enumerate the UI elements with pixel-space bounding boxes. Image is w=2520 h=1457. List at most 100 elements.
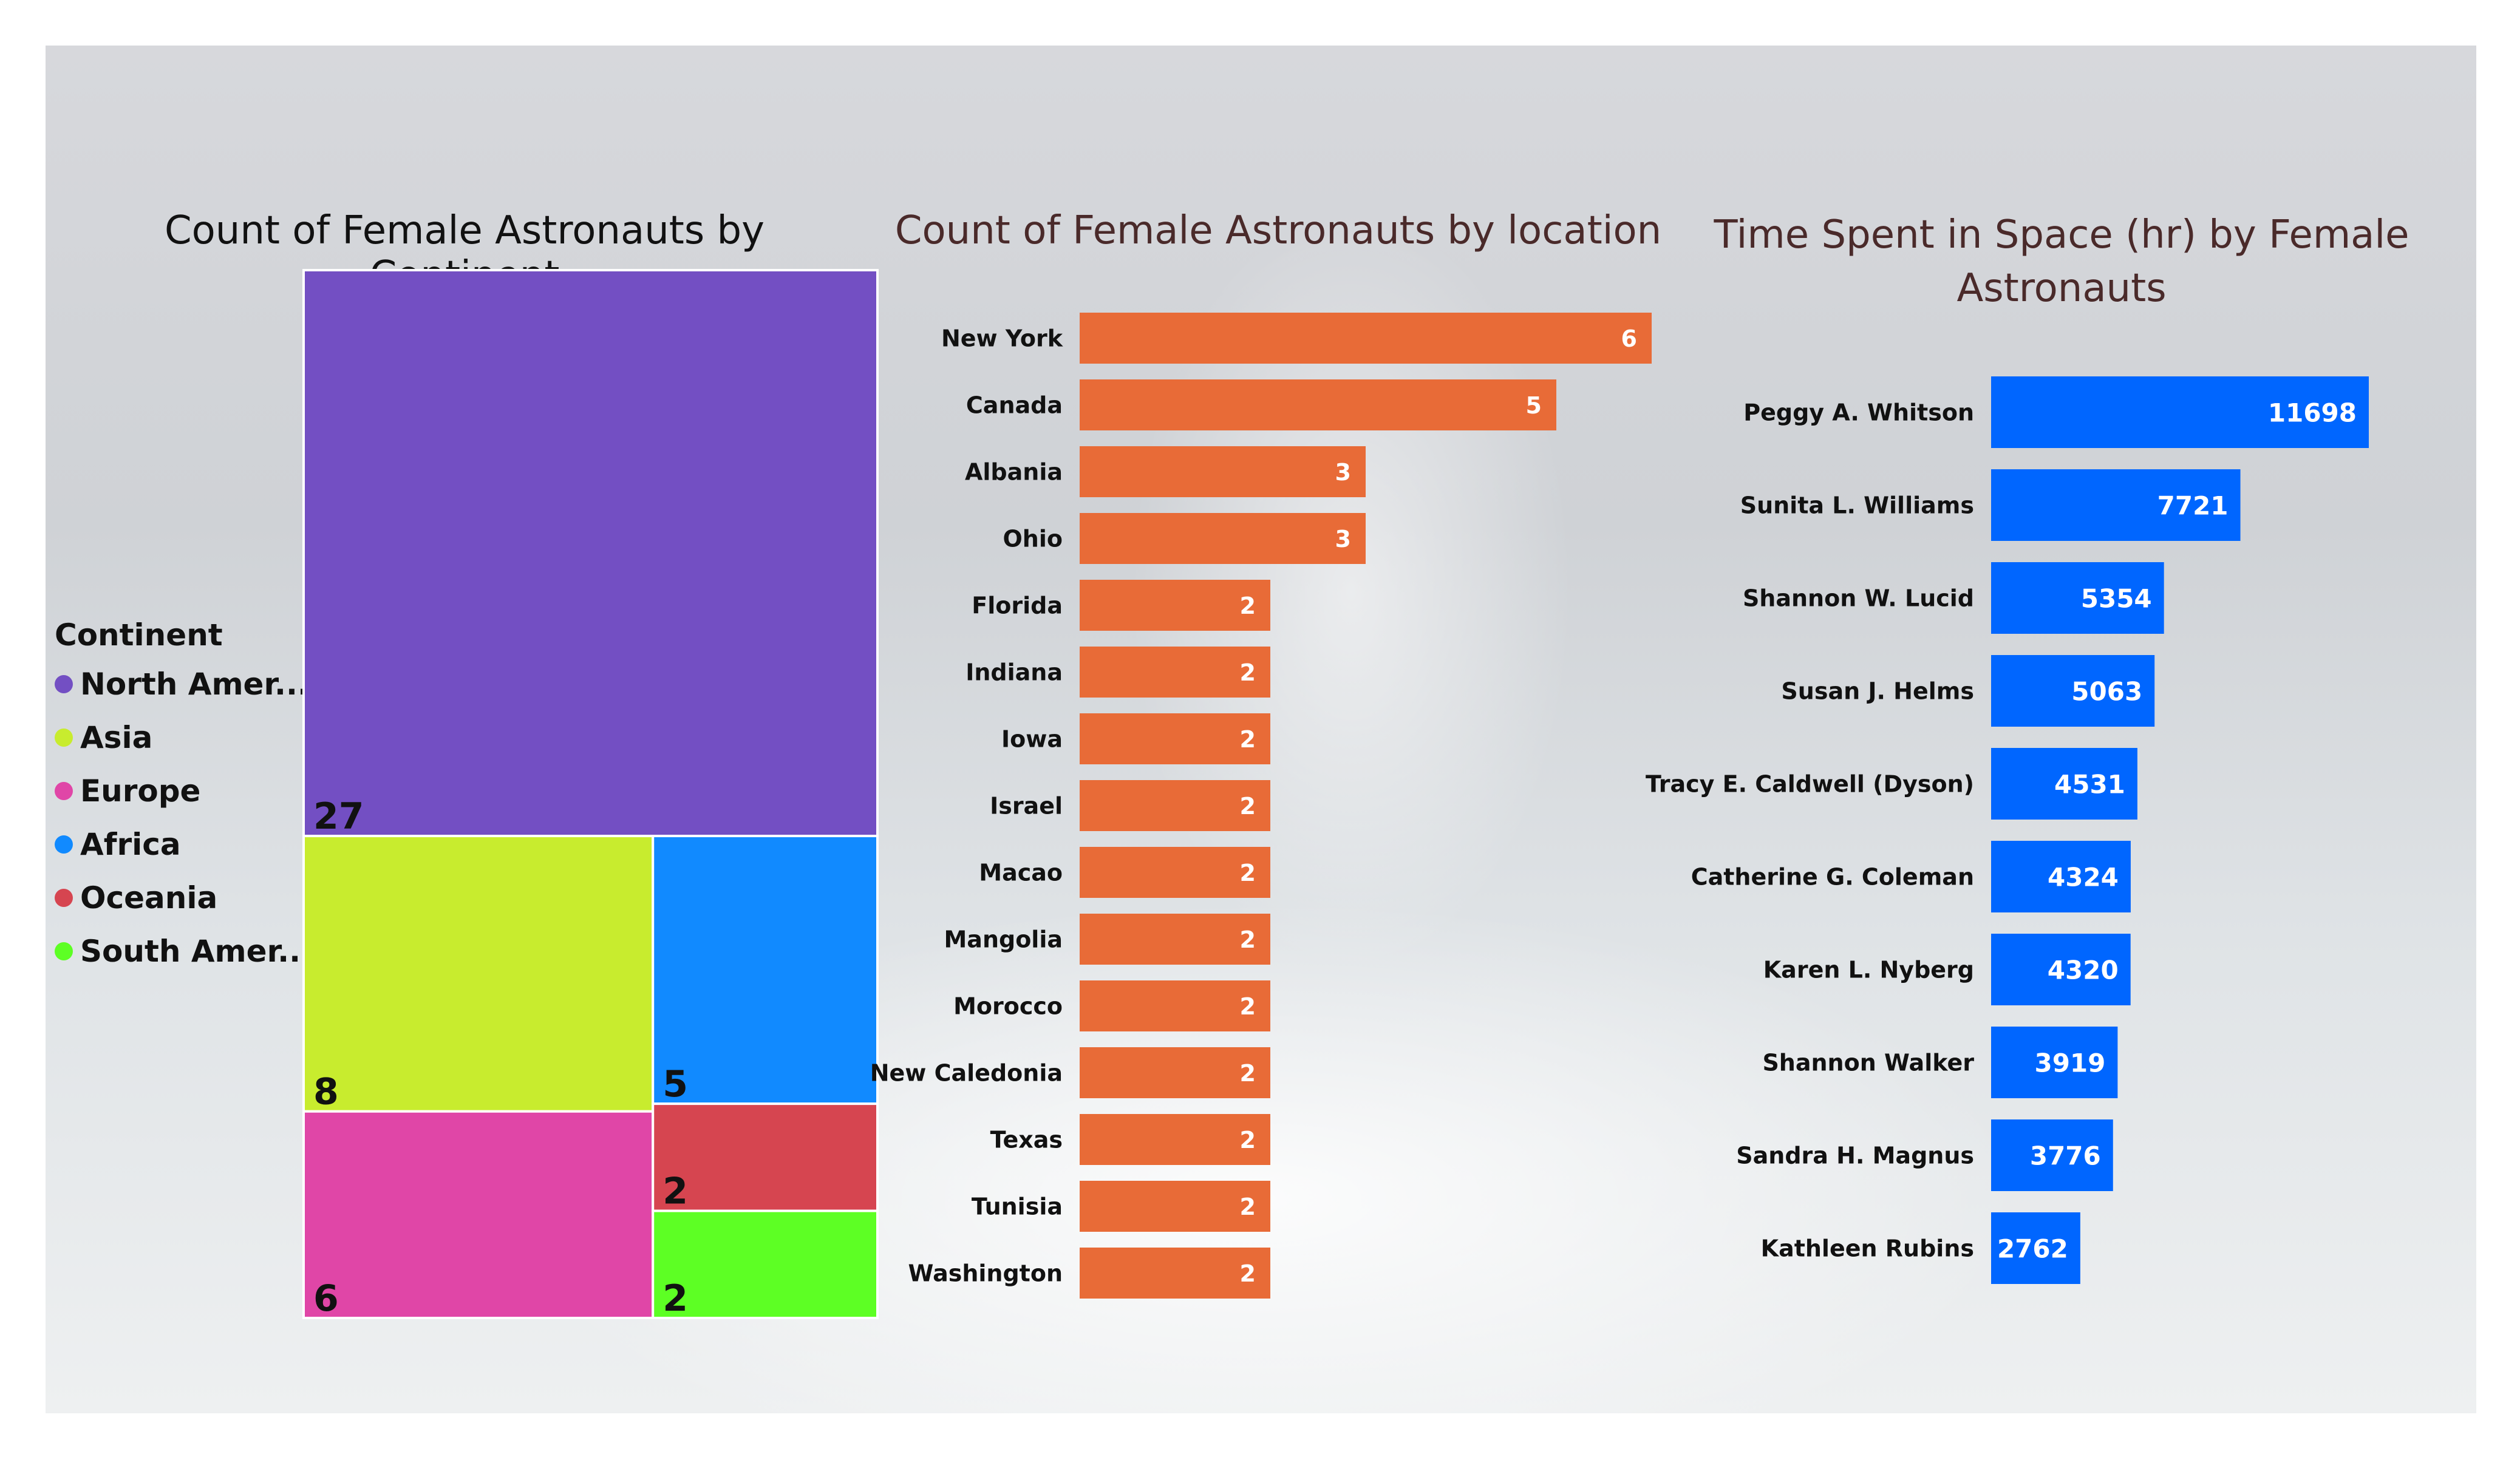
location-value-label: 5 bbox=[1526, 392, 1542, 419]
time-bar-catherine-g-coleman[interactable]: Catherine G. Coleman 4324 bbox=[1691, 841, 2131, 912]
treemap-tile-north-amer[interactable]: 27 bbox=[302, 269, 879, 838]
location-category-label: Macao bbox=[979, 860, 1063, 886]
location-category-label: Tunisia bbox=[972, 1194, 1063, 1220]
time-category-label: Kathleen Rubins bbox=[1761, 1235, 1974, 1262]
legend-label: North Amer... bbox=[80, 667, 309, 702]
location-category-label: Texas bbox=[990, 1127, 1063, 1153]
legend-label: South Amer... bbox=[80, 934, 313, 969]
location-chart-title: Count of Female Astronauts by location bbox=[894, 208, 1662, 253]
treemap-tile-asia[interactable]: 8 bbox=[302, 835, 655, 1113]
treemap-value-label: 27 bbox=[313, 795, 364, 838]
time-bar-karen-l-nyberg[interactable]: Karen L. Nyberg 4320 bbox=[1763, 934, 2131, 1005]
legend-item-oceania[interactable]: Oceania bbox=[55, 880, 217, 916]
location-value-label: 2 bbox=[1240, 793, 1256, 820]
location-bar-albania[interactable]: Albania 3 bbox=[965, 446, 1366, 497]
legend-item-asia[interactable]: Asia bbox=[55, 719, 152, 756]
time-value-label: 4324 bbox=[2048, 863, 2119, 892]
location-category-label: Mangolia bbox=[944, 926, 1063, 953]
location-bar-new-caledonia[interactable]: New Caledonia 2 bbox=[870, 1047, 1270, 1098]
continent-legend-title: Continent bbox=[55, 617, 223, 653]
legend-label: Oceania bbox=[80, 880, 218, 915]
treemap-tile-europe[interactable]: 6 bbox=[302, 1110, 655, 1320]
treemap-value-label: 6 bbox=[313, 1277, 339, 1320]
time-category-label: Susan J. Helms bbox=[1781, 678, 1974, 705]
time-category-label: Shannon W. Lucid bbox=[1743, 585, 1974, 612]
time-category-label: Karen L. Nyberg bbox=[1763, 957, 1974, 983]
legend-dot bbox=[55, 889, 73, 907]
time-category-label: Peggy A. Whitson bbox=[1743, 399, 1974, 426]
time-bar-sunita-l-williams[interactable]: Sunita L. Williams 7721 bbox=[1740, 469, 2241, 541]
location-value-label: 2 bbox=[1240, 1194, 1256, 1220]
location-bar-tunisia[interactable]: Tunisia 2 bbox=[972, 1181, 1270, 1232]
location-value-label: 6 bbox=[1621, 325, 1637, 352]
time-bar-susan-j-helms[interactable]: Susan J. Helms 5063 bbox=[1781, 655, 2155, 727]
location-bar-washington[interactable]: Washington 2 bbox=[908, 1248, 1270, 1299]
location-value-label: 2 bbox=[1240, 993, 1256, 1020]
legend-item-europe[interactable]: Europe bbox=[55, 773, 200, 809]
location-bar-indiana[interactable]: Indiana 2 bbox=[965, 647, 1270, 698]
time-bar-sandra-h-magnus[interactable]: Sandra H. Magnus 3776 bbox=[1736, 1119, 2113, 1191]
legend-label: Europe bbox=[80, 773, 201, 809]
location-bar-ohio[interactable]: Ohio 3 bbox=[1003, 513, 1366, 564]
location-value-label: 2 bbox=[1240, 1127, 1256, 1153]
legend-dot bbox=[55, 942, 73, 960]
legend-dot bbox=[55, 675, 73, 693]
time-bar-chart: Peggy A. Whitson 11698 Sunita L. Williams 7… bbox=[1646, 376, 2369, 1284]
location-category-label: Florida bbox=[972, 593, 1063, 619]
location-bar-iowa[interactable]: Iowa 2 bbox=[1001, 713, 1270, 764]
location-bar-new-york[interactable]: New York 6 bbox=[941, 313, 1652, 364]
location-category-label: Washington bbox=[908, 1260, 1063, 1287]
treemap-tile-africa[interactable]: 5 bbox=[652, 835, 879, 1105]
location-category-label: Israel bbox=[990, 793, 1063, 820]
legend-dot bbox=[55, 835, 73, 854]
location-category-label: New Caledonia bbox=[870, 1060, 1063, 1087]
time-bar-shannon-walker[interactable]: Shannon Walker 3919 bbox=[1762, 1027, 2118, 1098]
legend-label: Asia bbox=[80, 720, 153, 755]
location-value-label: 2 bbox=[1240, 1260, 1256, 1287]
legend-label: Africa bbox=[80, 827, 181, 862]
location-bar-morocco[interactable]: Morocco 2 bbox=[953, 980, 1270, 1031]
time-value-label: 3776 bbox=[2030, 1141, 2101, 1171]
location-category-label: New York bbox=[941, 325, 1063, 352]
legend-item-south-amer[interactable]: South Amer... bbox=[55, 933, 312, 970]
location-category-label: Indiana bbox=[965, 659, 1063, 686]
time-value-label: 2762 bbox=[1997, 1234, 2068, 1264]
time-category-label: Shannon Walker bbox=[1762, 1050, 1974, 1076]
location-category-label: Ohio bbox=[1003, 526, 1063, 552]
location-category-label: Canada bbox=[966, 392, 1063, 419]
time-category-label: Tracy E. Caldwell (Dyson) bbox=[1646, 771, 1974, 798]
time-bar-shannon-w-lucid[interactable]: Shannon W. Lucid 5354 bbox=[1743, 562, 2164, 634]
location-value-label: 2 bbox=[1240, 659, 1256, 686]
location-value-label: 2 bbox=[1240, 860, 1256, 886]
treemap-value-label: 2 bbox=[662, 1277, 688, 1320]
time-value-label: 7721 bbox=[2157, 491, 2229, 521]
location-bar-canada[interactable]: Canada 5 bbox=[966, 379, 1556, 430]
legend-dot bbox=[55, 728, 73, 747]
treemap-value-label: 5 bbox=[662, 1063, 688, 1105]
location-bar-israel[interactable]: Israel 2 bbox=[990, 780, 1270, 831]
time-bar-kathleen-rubins[interactable]: Kathleen Rubins 2762 bbox=[1761, 1212, 2080, 1284]
time-category-label: Catherine G. Coleman bbox=[1691, 864, 1974, 891]
dashboard-panel: Count of Female Astronauts by Continent … bbox=[46, 46, 2476, 1413]
treemap-value-label: 8 bbox=[313, 1071, 339, 1113]
treemap-tile-south-amer[interactable]: 2 bbox=[652, 1209, 879, 1320]
legend-item-africa[interactable]: Africa bbox=[55, 826, 181, 863]
time-value-label: 11698 bbox=[2268, 398, 2357, 428]
time-value-label: 4531 bbox=[2054, 770, 2125, 800]
legend-item-north-amer[interactable]: North Amer... bbox=[55, 666, 309, 702]
time-bar-peggy-a-whitson[interactable]: Peggy A. Whitson 11698 bbox=[1743, 376, 2369, 448]
location-value-label: 3 bbox=[1335, 526, 1351, 552]
location-bar-texas[interactable]: Texas 2 bbox=[990, 1114, 1270, 1165]
location-bar-florida[interactable]: Florida 2 bbox=[972, 580, 1270, 631]
location-bar-macao[interactable]: Macao 2 bbox=[979, 847, 1270, 898]
time-category-label: Sandra H. Magnus bbox=[1736, 1143, 1974, 1169]
location-bar-mangolia[interactable]: Mangolia 2 bbox=[944, 914, 1270, 965]
location-category-label: Albania bbox=[965, 459, 1063, 486]
time-bar-tracy-e-caldwell-dyson[interactable]: Tracy E. Caldwell (Dyson) 4531 bbox=[1646, 748, 2137, 820]
time-value-label: 4320 bbox=[2048, 956, 2119, 985]
time-value-label: 5063 bbox=[2071, 677, 2142, 707]
time-chart-title: Time Spent in Space (hr) by Female Astro… bbox=[1714, 212, 2409, 311]
location-value-label: 2 bbox=[1240, 926, 1256, 953]
continent-treemap: 27 8 6 5 2 2 bbox=[302, 269, 879, 1320]
